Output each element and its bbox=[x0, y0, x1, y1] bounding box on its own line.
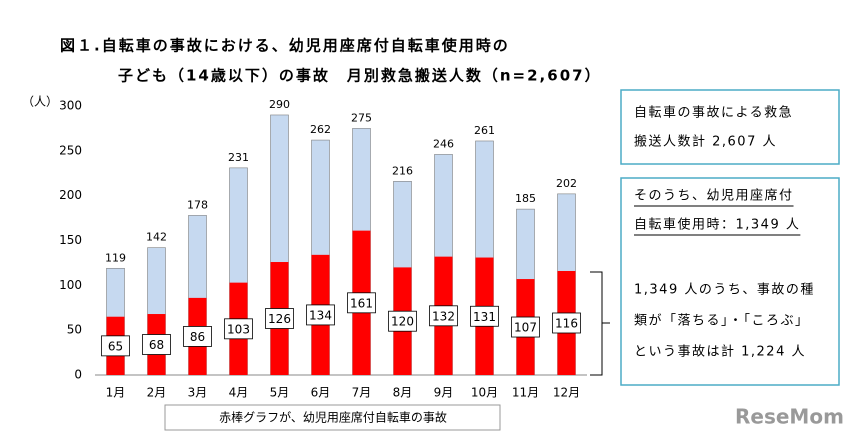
total-label: 275 bbox=[351, 111, 372, 124]
y-tick-label: 100 bbox=[59, 278, 82, 292]
value-label: 103 bbox=[227, 322, 250, 336]
value-label: 161 bbox=[350, 296, 373, 310]
value-label: 134 bbox=[309, 308, 332, 322]
value-label-box bbox=[511, 316, 540, 338]
detail-box bbox=[620, 177, 840, 386]
total-label: 262 bbox=[310, 123, 331, 136]
y-tick-label: 200 bbox=[59, 188, 82, 202]
y-tick-label: 50 bbox=[67, 323, 82, 337]
detail-heading: 自転車使用時：1,349 人 bbox=[634, 217, 800, 233]
total-label: 202 bbox=[556, 177, 577, 190]
x-tick-label: 1月 bbox=[106, 386, 126, 400]
x-tick-label: 6月 bbox=[311, 386, 331, 400]
value-label: 131 bbox=[473, 310, 496, 324]
chart-subtitle: 子ども（14歳以下）の事故 月別救急搬送人数（n=2,607） bbox=[118, 67, 602, 85]
value-label-box bbox=[265, 308, 294, 329]
value-label-box bbox=[347, 292, 376, 314]
summary-box bbox=[620, 89, 840, 165]
value-label: 65 bbox=[108, 339, 123, 353]
x-tick-label: 4月 bbox=[229, 386, 249, 400]
chart-title: 図１.自転車の事故における、幼児用座席付自転車使用時の bbox=[60, 37, 510, 55]
total-label: 178 bbox=[187, 198, 208, 211]
detail-body: という事故は計 1,224 人 bbox=[634, 344, 806, 360]
detail-body: 類が「落ちる」・「ころぶ」 bbox=[634, 314, 810, 329]
detail-body: 1,349 人のうち、事故の種 bbox=[634, 282, 815, 298]
y-tick-label: 150 bbox=[59, 233, 82, 247]
value-label: 116 bbox=[555, 316, 578, 330]
summary-text: 搬送人数計 2,607 人 bbox=[634, 134, 777, 150]
value-label-box bbox=[183, 326, 212, 347]
x-tick-label: 3月 bbox=[188, 386, 208, 400]
summary-text: 自転車の事故による救急 bbox=[634, 105, 793, 121]
x-tick-label: 12月 bbox=[553, 386, 580, 400]
x-tick-label: 8月 bbox=[393, 386, 413, 400]
value-label-box bbox=[470, 305, 499, 327]
value-label: 107 bbox=[514, 321, 537, 335]
value-label: 68 bbox=[149, 338, 164, 352]
x-tick-label: 10月 bbox=[471, 386, 498, 400]
footnote-box bbox=[164, 404, 501, 431]
value-label-box bbox=[101, 335, 130, 357]
x-tick-label: 2月 bbox=[147, 386, 167, 400]
total-label: 185 bbox=[515, 192, 536, 205]
value-label-box bbox=[552, 312, 581, 334]
value-label-box bbox=[224, 318, 253, 340]
total-label: 246 bbox=[433, 137, 454, 150]
value-label: 126 bbox=[268, 312, 291, 326]
total-label: 142 bbox=[146, 231, 167, 244]
total-label: 290 bbox=[269, 98, 290, 111]
y-tick-label: 250 bbox=[59, 143, 82, 157]
value-label-box bbox=[142, 334, 171, 355]
watermark: ReseMom bbox=[735, 405, 844, 429]
total-label: 261 bbox=[474, 124, 495, 137]
x-tick-label: 5月 bbox=[270, 386, 290, 400]
x-tick-label: 9月 bbox=[434, 386, 454, 400]
total-label: 231 bbox=[228, 151, 249, 164]
x-tick-label: 11月 bbox=[512, 386, 539, 400]
y-tick-label: 0 bbox=[74, 368, 82, 382]
value-label: 86 bbox=[190, 330, 205, 344]
y-axis-label: （人） bbox=[22, 95, 58, 109]
detail-heading: そのうち、幼児用座席付 bbox=[634, 188, 794, 204]
value-label-box bbox=[306, 304, 335, 326]
y-tick-label: 300 bbox=[59, 99, 82, 113]
value-label-box bbox=[388, 310, 417, 332]
value-label: 120 bbox=[391, 315, 414, 329]
value-label-box bbox=[429, 305, 458, 327]
bracket bbox=[590, 271, 610, 376]
x-tick-label: 7月 bbox=[352, 386, 372, 400]
total-label: 119 bbox=[105, 251, 126, 264]
total-label: 216 bbox=[392, 164, 413, 177]
footnote: 赤棒グラフが、幼児用座席付自転車の事故 bbox=[219, 410, 447, 425]
value-label: 132 bbox=[432, 309, 455, 323]
